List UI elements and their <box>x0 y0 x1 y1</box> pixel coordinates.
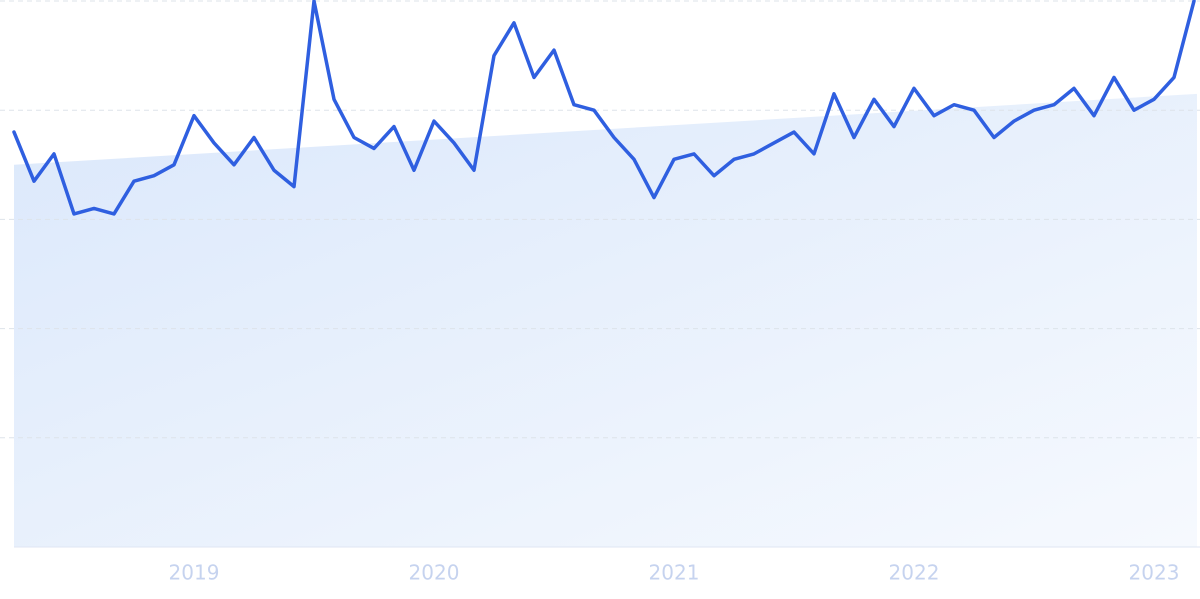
x-tick-label: 2021 <box>649 561 700 585</box>
x-tick-label: 2022 <box>889 561 940 585</box>
trend-line <box>12 0 1196 216</box>
trend-area <box>14 93 1197 547</box>
x-tick-label: 2023 <box>1129 561 1180 585</box>
x-tick-label: 2019 <box>169 561 220 585</box>
x-tick-label: 2020 <box>409 561 460 585</box>
